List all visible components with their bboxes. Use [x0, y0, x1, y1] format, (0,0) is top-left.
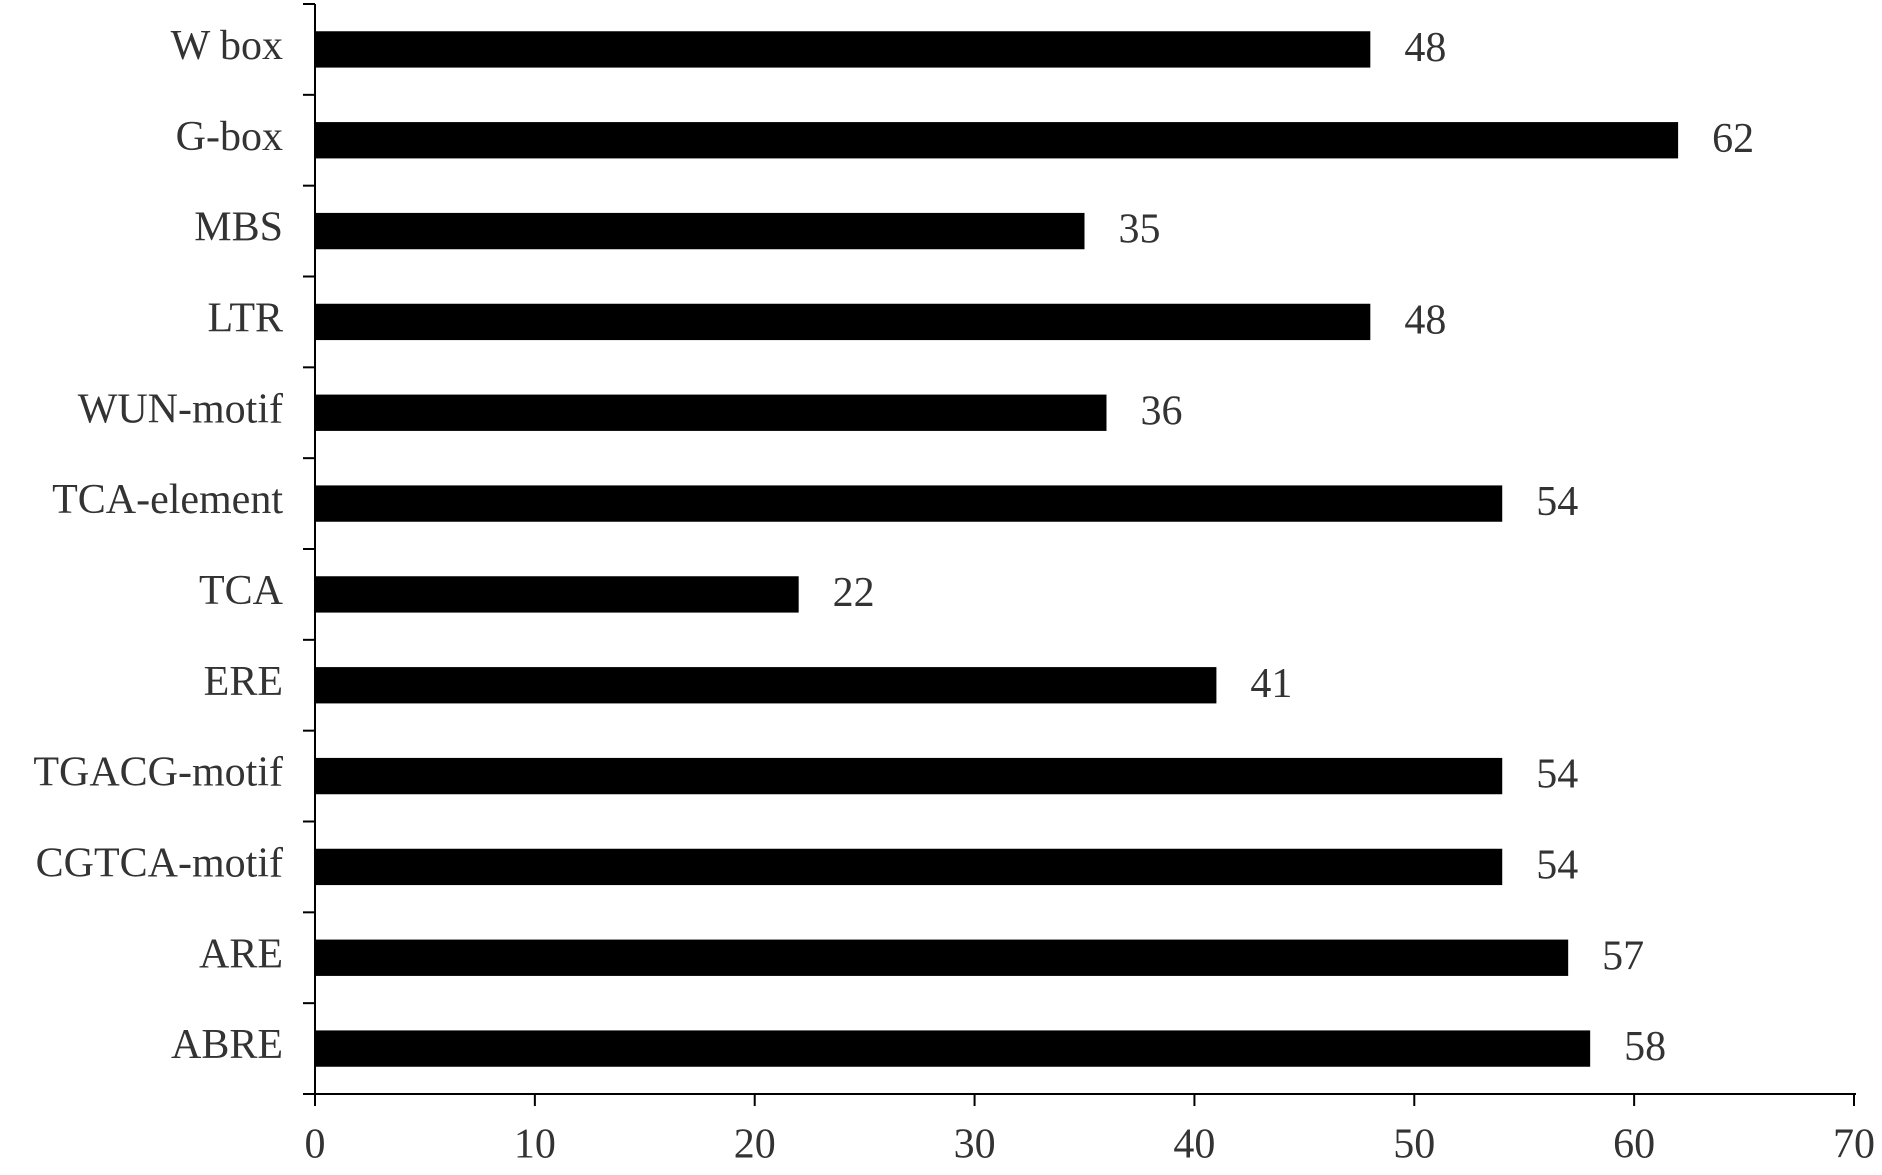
- data-label: 22: [833, 570, 875, 616]
- bar: [315, 848, 1503, 886]
- y-tick-label: G-box: [176, 114, 283, 160]
- y-tick-label: W box: [171, 23, 283, 69]
- y-tick-label: TCA-element: [52, 477, 283, 523]
- y-tick-label: ABRE: [171, 1022, 283, 1068]
- y-tick-label: ERE: [204, 659, 283, 705]
- y-tick-label: ARE: [199, 931, 283, 977]
- y-tick-label: TGACG-motif: [33, 750, 283, 796]
- bar: [315, 757, 1503, 795]
- data-label: 36: [1140, 388, 1182, 434]
- bar: [315, 1030, 1591, 1067]
- data-label: 58: [1624, 1024, 1666, 1070]
- data-label: 54: [1536, 479, 1578, 525]
- y-tick-label: CGTCA-motif: [36, 841, 283, 887]
- x-tick-label: 0: [305, 1122, 326, 1168]
- bar: [315, 31, 1371, 68]
- bar: [315, 667, 1217, 704]
- data-label: 48: [1404, 298, 1446, 344]
- x-tick-label: 70: [1833, 1122, 1875, 1168]
- x-tick-label: 10: [514, 1122, 556, 1168]
- x-tick-label: 40: [1173, 1122, 1215, 1168]
- data-label: 48: [1404, 25, 1446, 71]
- y-tick-label: TCA: [199, 568, 284, 614]
- bar: [315, 939, 1569, 976]
- data-label: 62: [1712, 116, 1754, 162]
- bar: [315, 394, 1107, 431]
- bar: [315, 122, 1679, 159]
- y-tick-label: MBS: [194, 205, 283, 251]
- bar: [315, 485, 1503, 522]
- x-tick-label: 20: [734, 1122, 776, 1168]
- data-label: 41: [1250, 661, 1292, 707]
- x-tick-label: 50: [1393, 1122, 1435, 1168]
- y-tick-label: LTR: [208, 296, 283, 342]
- bar: [315, 212, 1085, 250]
- data-label: 57: [1602, 933, 1644, 979]
- bar: [315, 303, 1371, 341]
- x-tick-label: 30: [954, 1122, 996, 1168]
- data-label: 54: [1536, 752, 1578, 798]
- bar: [315, 576, 799, 613]
- x-tick-label: 60: [1613, 1122, 1655, 1168]
- y-tick-label: WUN-motif: [78, 386, 283, 432]
- data-label: 54: [1536, 843, 1578, 889]
- data-label: 35: [1119, 207, 1161, 253]
